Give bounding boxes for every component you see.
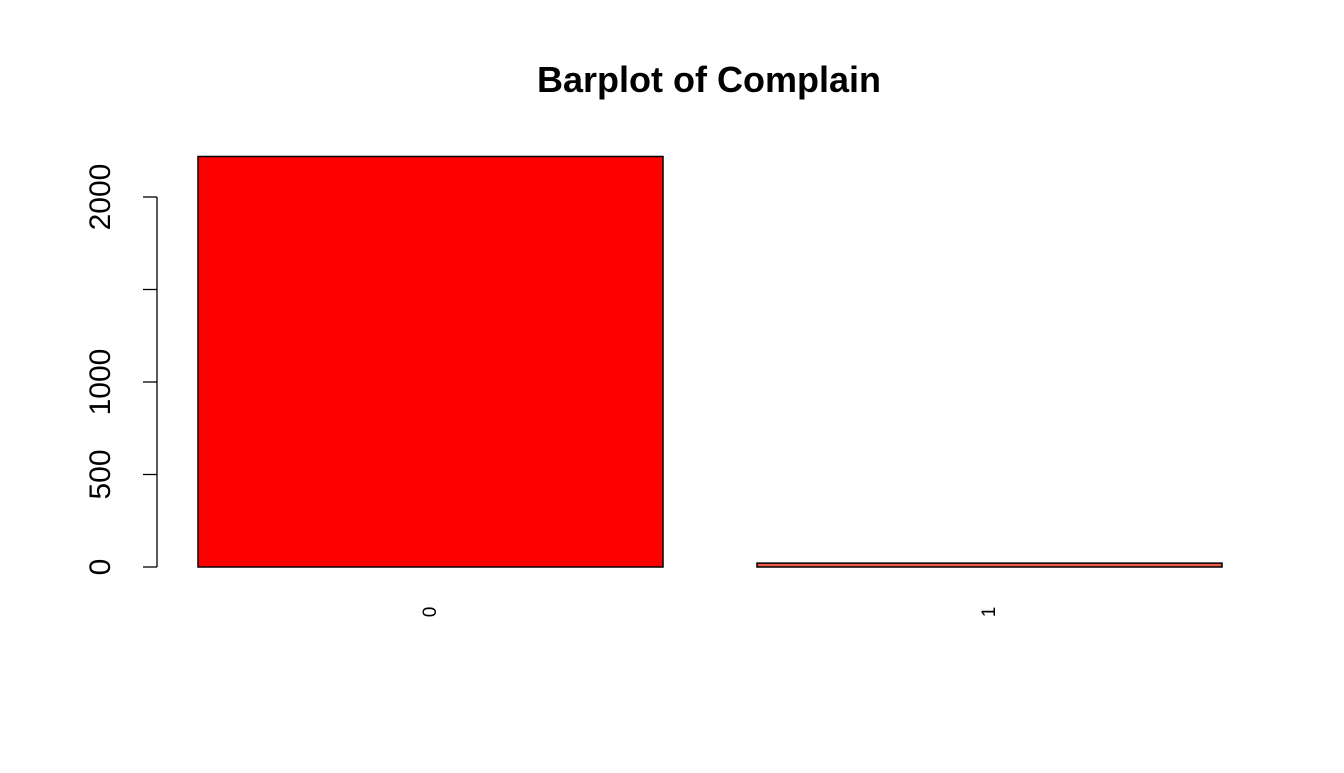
x-category-label: 0 (420, 607, 441, 618)
y-axis: 0 500 1000 2000 (84, 164, 158, 576)
y-tick-label: 1000 (84, 349, 117, 416)
bar-1 (756, 562, 1223, 568)
bars-group (197, 155, 1223, 568)
y-tick-label: 2000 (84, 164, 117, 231)
y-tick-label: 0 (84, 559, 117, 576)
chart-title: Barplot of Complain (537, 59, 881, 100)
y-tick-label: 500 (84, 449, 117, 499)
x-category-label: 1 (979, 607, 1000, 618)
bar-0 (197, 155, 664, 568)
